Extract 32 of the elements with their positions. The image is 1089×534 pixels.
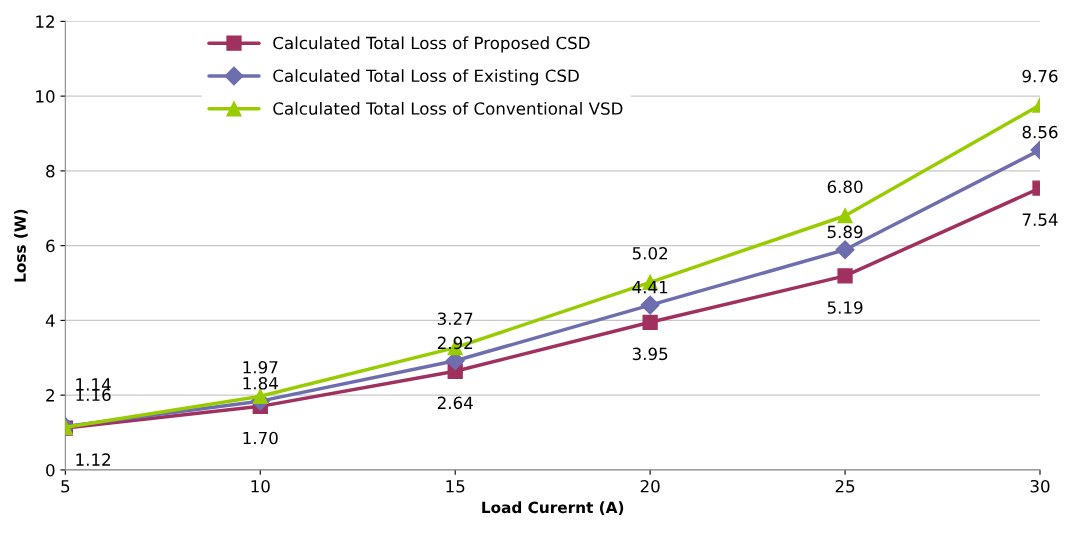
y-tick-label: 2 — [46, 389, 54, 402]
data-label: 5.89 — [827, 225, 863, 239]
x-tick-label: 10 — [251, 479, 270, 493]
x-axis-title: Load Curernt (A) — [482, 501, 624, 515]
data-label: 3.95 — [632, 347, 668, 361]
y-axis-title: Loss (W) — [14, 209, 28, 282]
y-tick-label: 8 — [46, 164, 55, 178]
data-label: 8.56 — [1022, 125, 1058, 139]
x-tick-label: 20 — [640, 479, 660, 493]
data-label: 3.27 — [437, 312, 473, 326]
y-tick-label: 10 — [36, 90, 55, 103]
legend-label: Calculated Total Loss of Conventional VSD — [273, 101, 623, 115]
y-tick-label: 4 — [45, 314, 55, 327]
x-tick-label: 25 — [835, 479, 855, 493]
x-tick-label: 5 — [61, 480, 70, 493]
y-tick-label: 12 — [36, 15, 54, 28]
legend-label: Calculated Total Loss of Proposed CSD — [273, 36, 590, 53]
x-tick-label: 15 — [446, 480, 465, 493]
data-label: 2.64 — [437, 396, 473, 410]
y-tick-label: 6 — [46, 239, 55, 253]
data-label: 9.76 — [1022, 69, 1058, 83]
data-label: 1.97 — [243, 361, 278, 374]
data-label: 5.02 — [632, 246, 668, 260]
data-label: 6.80 — [827, 180, 863, 194]
data-label: 7.54 — [1022, 213, 1058, 226]
data-label: 5.19 — [827, 301, 863, 314]
data-label: 1.84 — [243, 376, 278, 390]
x-tick-label: 30 — [1030, 479, 1050, 493]
y-tick-label: 0 — [46, 463, 55, 477]
legend-label: Calculated Total Loss of Existing CSD — [273, 69, 579, 86]
data-label: 1.70 — [243, 431, 278, 445]
data-label: 1.12 — [76, 453, 110, 466]
